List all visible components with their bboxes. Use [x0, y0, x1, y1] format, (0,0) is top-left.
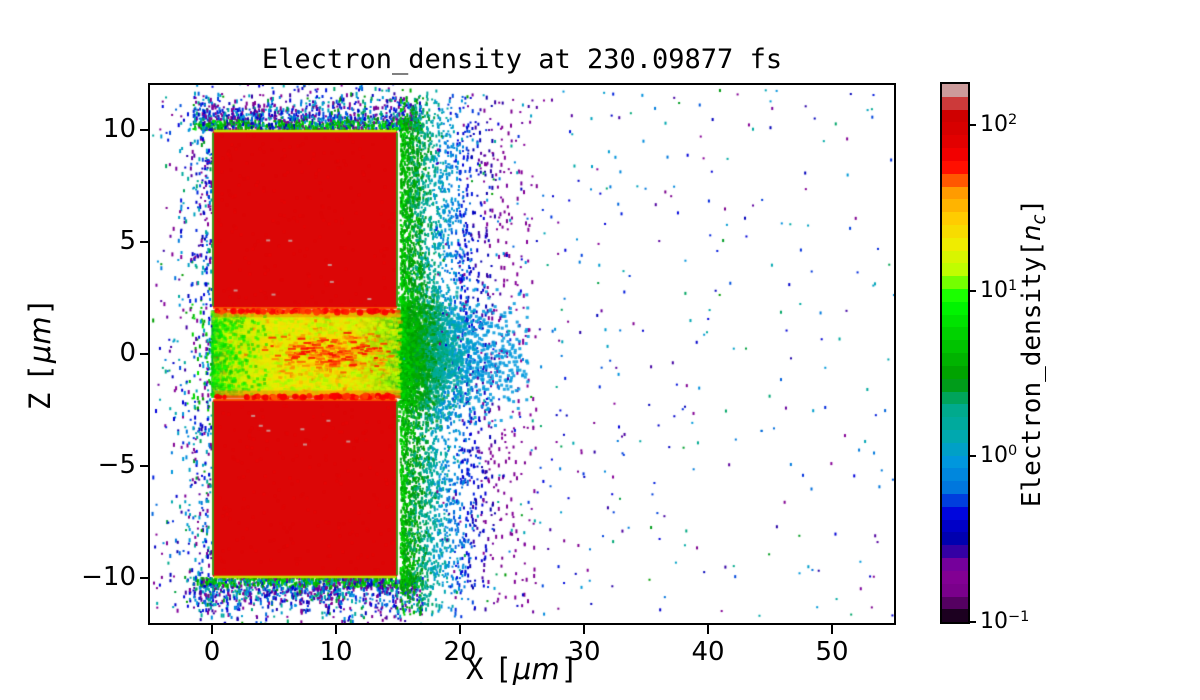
colorbar-band	[942, 609, 968, 623]
colorbar-band	[942, 212, 968, 225]
colorbar-band	[942, 199, 968, 213]
x-tick	[459, 625, 461, 634]
x-tick-label: 50	[815, 637, 849, 667]
colorbar-band	[942, 327, 968, 341]
x-axis-name: X	[465, 652, 484, 686]
y-tick-label: 10	[102, 113, 136, 144]
colorbar-band	[942, 468, 968, 482]
y-tick	[140, 128, 149, 131]
colorbar-band	[942, 519, 968, 533]
y-tick-label: 5	[119, 225, 136, 256]
colorbar-tick-label: 102	[980, 112, 1018, 138]
colorbar-band	[942, 237, 968, 251]
x-tick-label: 10	[319, 637, 353, 667]
colorbar	[940, 82, 970, 624]
y-tick	[140, 577, 149, 580]
colorbar-band	[942, 404, 968, 418]
colorbar-band	[942, 532, 968, 546]
x-tick	[707, 625, 709, 634]
colorbar-band	[942, 596, 968, 610]
colorbar-band	[942, 301, 968, 315]
x-tick	[211, 625, 213, 634]
colorbar-band	[942, 160, 968, 174]
colorbar-band	[942, 96, 968, 110]
x-axis-unit: μm	[512, 652, 560, 686]
colorbar-band	[942, 353, 968, 366]
colorbar-band	[942, 135, 968, 149]
colorbar-tick-label: 100	[980, 443, 1018, 469]
colorbar-band	[942, 289, 968, 302]
y-tick-label: −10	[81, 561, 136, 592]
colorbar-band	[942, 494, 968, 507]
colorbar-band	[942, 250, 968, 264]
colorbar-band	[942, 186, 968, 200]
colorbar-band	[942, 506, 968, 520]
x-tick-label: 40	[691, 637, 725, 667]
y-tick	[140, 465, 149, 468]
colorbar-band	[942, 109, 968, 123]
colorbar-band	[942, 442, 968, 456]
x-tick-label: 20	[443, 637, 477, 667]
colorbar-band	[942, 391, 968, 405]
colorbar-band	[942, 276, 968, 289]
colorbar-band	[942, 263, 968, 277]
colorbar-band	[942, 224, 968, 238]
colorbar-band	[942, 148, 968, 161]
x-tick	[335, 625, 337, 634]
colorbar-tick	[970, 621, 976, 623]
colorbar-band	[942, 570, 968, 584]
density-heatmap-canvas	[150, 85, 894, 623]
x-tick	[583, 625, 585, 634]
y-tick	[140, 240, 149, 243]
colorbar-band	[942, 173, 968, 187]
colorbar-band	[942, 84, 968, 97]
x-tick-label: 0	[203, 637, 221, 667]
colorbar-band	[942, 455, 968, 469]
colorbar-band	[942, 545, 968, 559]
colorbar-tick-label: 10−1	[980, 608, 1030, 634]
x-tick	[831, 625, 833, 634]
colorbar-tick	[970, 455, 976, 458]
y-tick-label: −5	[97, 449, 136, 480]
plot-area	[148, 83, 896, 625]
colorbar-label-symbol: n	[1017, 224, 1047, 242]
colorbar-band	[942, 314, 968, 328]
colorbar-band	[942, 429, 968, 443]
colorbar-band	[942, 340, 968, 354]
y-tick	[140, 353, 149, 355]
y-tick-label: 0	[119, 337, 136, 368]
colorbar-band	[942, 583, 968, 597]
colorbar-tick	[970, 289, 976, 292]
colorbar-band	[942, 558, 968, 571]
colorbar-band	[942, 122, 968, 136]
plot-title: Electron_density at 230.09877 fs	[261, 44, 783, 75]
colorbar-band	[942, 417, 968, 430]
x-axis-label: X [μm]	[465, 652, 579, 686]
colorbar-tick-label: 101	[980, 277, 1018, 303]
colorbar-tick	[970, 124, 976, 127]
x-tick-label: 30	[567, 637, 601, 667]
colorbar-band	[942, 365, 968, 379]
colorbar-band	[942, 481, 968, 494]
colorbar-label: Electron_density[nc]	[1017, 198, 1050, 508]
y-axis-name: Z	[23, 392, 57, 411]
colorbar-band	[942, 378, 968, 392]
